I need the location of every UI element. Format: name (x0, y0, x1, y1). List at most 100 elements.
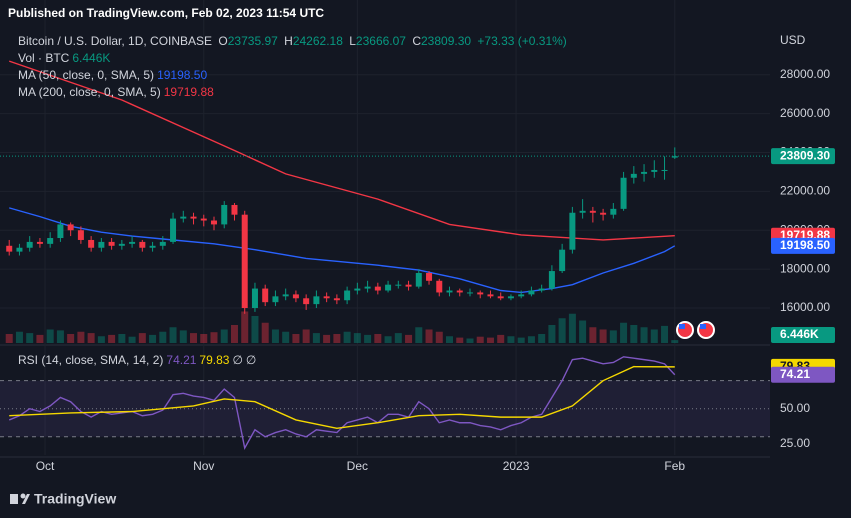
volume-bar (292, 334, 300, 343)
candle-body (149, 245, 156, 248)
volume-bar (599, 329, 607, 343)
candle-body (36, 241, 43, 244)
volume-bar (15, 331, 23, 343)
volume-bar (364, 334, 372, 343)
volume-bar (476, 336, 484, 343)
candle-body (671, 156, 678, 158)
price-tag (771, 327, 835, 343)
volume-bar (200, 334, 208, 343)
candle-body (415, 273, 422, 287)
candle-body (211, 220, 218, 225)
candle-body (661, 169, 668, 171)
candle-body (159, 241, 166, 246)
price-tag (771, 366, 835, 383)
candle-body (190, 216, 197, 219)
candle-body (610, 208, 617, 215)
candle-body (313, 296, 320, 305)
volume-bar (169, 327, 177, 343)
volume-bar (46, 329, 54, 343)
candle-body (497, 296, 504, 299)
price-tag-label: 74.21 (780, 367, 810, 381)
ma200-legend: MA (200, close, 0, SMA, 5) 19719.88 (18, 85, 217, 99)
volume-bar (67, 334, 75, 343)
legend-name: MA (50, close, 0, SMA, 5) (18, 68, 155, 82)
rsi-tick-label: 25.00 (780, 436, 810, 450)
symbol: Bitcoin / U.S. Dollar, 1D, COINBASE (18, 34, 213, 48)
legend-name: MA (200, close, 0, SMA, 5) (18, 85, 161, 99)
candle-body (507, 296, 514, 299)
ohlc-value: 23735.97 (227, 34, 278, 48)
y-tick-label: 22000.00 (780, 184, 830, 198)
price-tag-label: 23809.30 (780, 148, 830, 162)
volume-bar (230, 325, 238, 343)
legend-name: RSI (14, close, SMA, 14, 2) (18, 353, 164, 367)
candle-body (589, 210, 596, 213)
ohlc-value: 23809.30 (421, 34, 472, 48)
candle-body (333, 298, 340, 301)
volume-bar (87, 333, 95, 343)
candle-body (47, 238, 54, 244)
volume-bar (456, 337, 464, 343)
ohlc-key: H (284, 34, 293, 48)
candle-body (405, 284, 412, 287)
candle-body (354, 288, 361, 291)
volume-bar (241, 311, 249, 343)
candle-body (98, 241, 105, 248)
volume-bar (558, 318, 566, 343)
volume-bar (630, 325, 638, 343)
candle-body (518, 294, 525, 297)
legend-value: 19719.88 (163, 85, 214, 99)
volume-bar (425, 329, 433, 343)
candle-body (630, 173, 637, 178)
volume-legend: Vol · BTC 6.446K (18, 51, 113, 65)
volume-bar (517, 337, 525, 343)
candle-body (579, 210, 586, 213)
ohlc-value: 24262.18 (292, 34, 343, 48)
volume-bar (138, 333, 146, 343)
ohlc-key: L (349, 34, 356, 48)
volume-bar (36, 334, 44, 343)
volume-bar (77, 331, 85, 343)
candle-body (466, 292, 473, 294)
candle-body (477, 292, 484, 295)
legend-value: 74.21 (166, 353, 197, 367)
candle-body (88, 239, 95, 248)
ohlc-value: 23666.07 (355, 34, 406, 48)
moving-average (8, 60, 675, 241)
price-tag-label: 19198.50 (780, 238, 830, 252)
volume-bar (343, 331, 351, 343)
volume-bar (149, 334, 157, 343)
candle-body (456, 290, 463, 293)
volume-bar (159, 331, 167, 343)
legend-extra: ∅ (232, 353, 243, 367)
volume-bar (497, 334, 505, 343)
x-tick-label: Dec (347, 459, 368, 473)
candle-body (548, 271, 555, 289)
candle-body (241, 214, 248, 309)
price-tag-label: 6.446K (780, 327, 819, 341)
volume-bar (56, 330, 64, 343)
candle-body (262, 288, 269, 303)
legend-value: 6.446K (72, 51, 111, 65)
volume-bar (640, 327, 648, 343)
volume-bar (353, 333, 361, 343)
x-tick-label: Nov (193, 459, 214, 473)
volume-bar (538, 334, 546, 343)
volume-bar (620, 322, 628, 343)
candle-body (344, 290, 351, 301)
volume-bar (548, 325, 556, 343)
rsi-legend: RSI (14, close, SMA, 14, 2) 74.21 79.83 ∅ ∅ (18, 353, 259, 367)
volume-bar (323, 334, 331, 343)
volume-bar (384, 336, 392, 343)
volume-bar (405, 334, 413, 343)
candle-body (569, 212, 576, 250)
candle-body (26, 241, 33, 248)
candle-body (538, 288, 545, 291)
candle-body (651, 169, 658, 172)
candle-body (436, 280, 443, 293)
candle-body (77, 230, 84, 240)
volume-bar (118, 334, 126, 343)
rsi-ma-line (9, 365, 675, 430)
